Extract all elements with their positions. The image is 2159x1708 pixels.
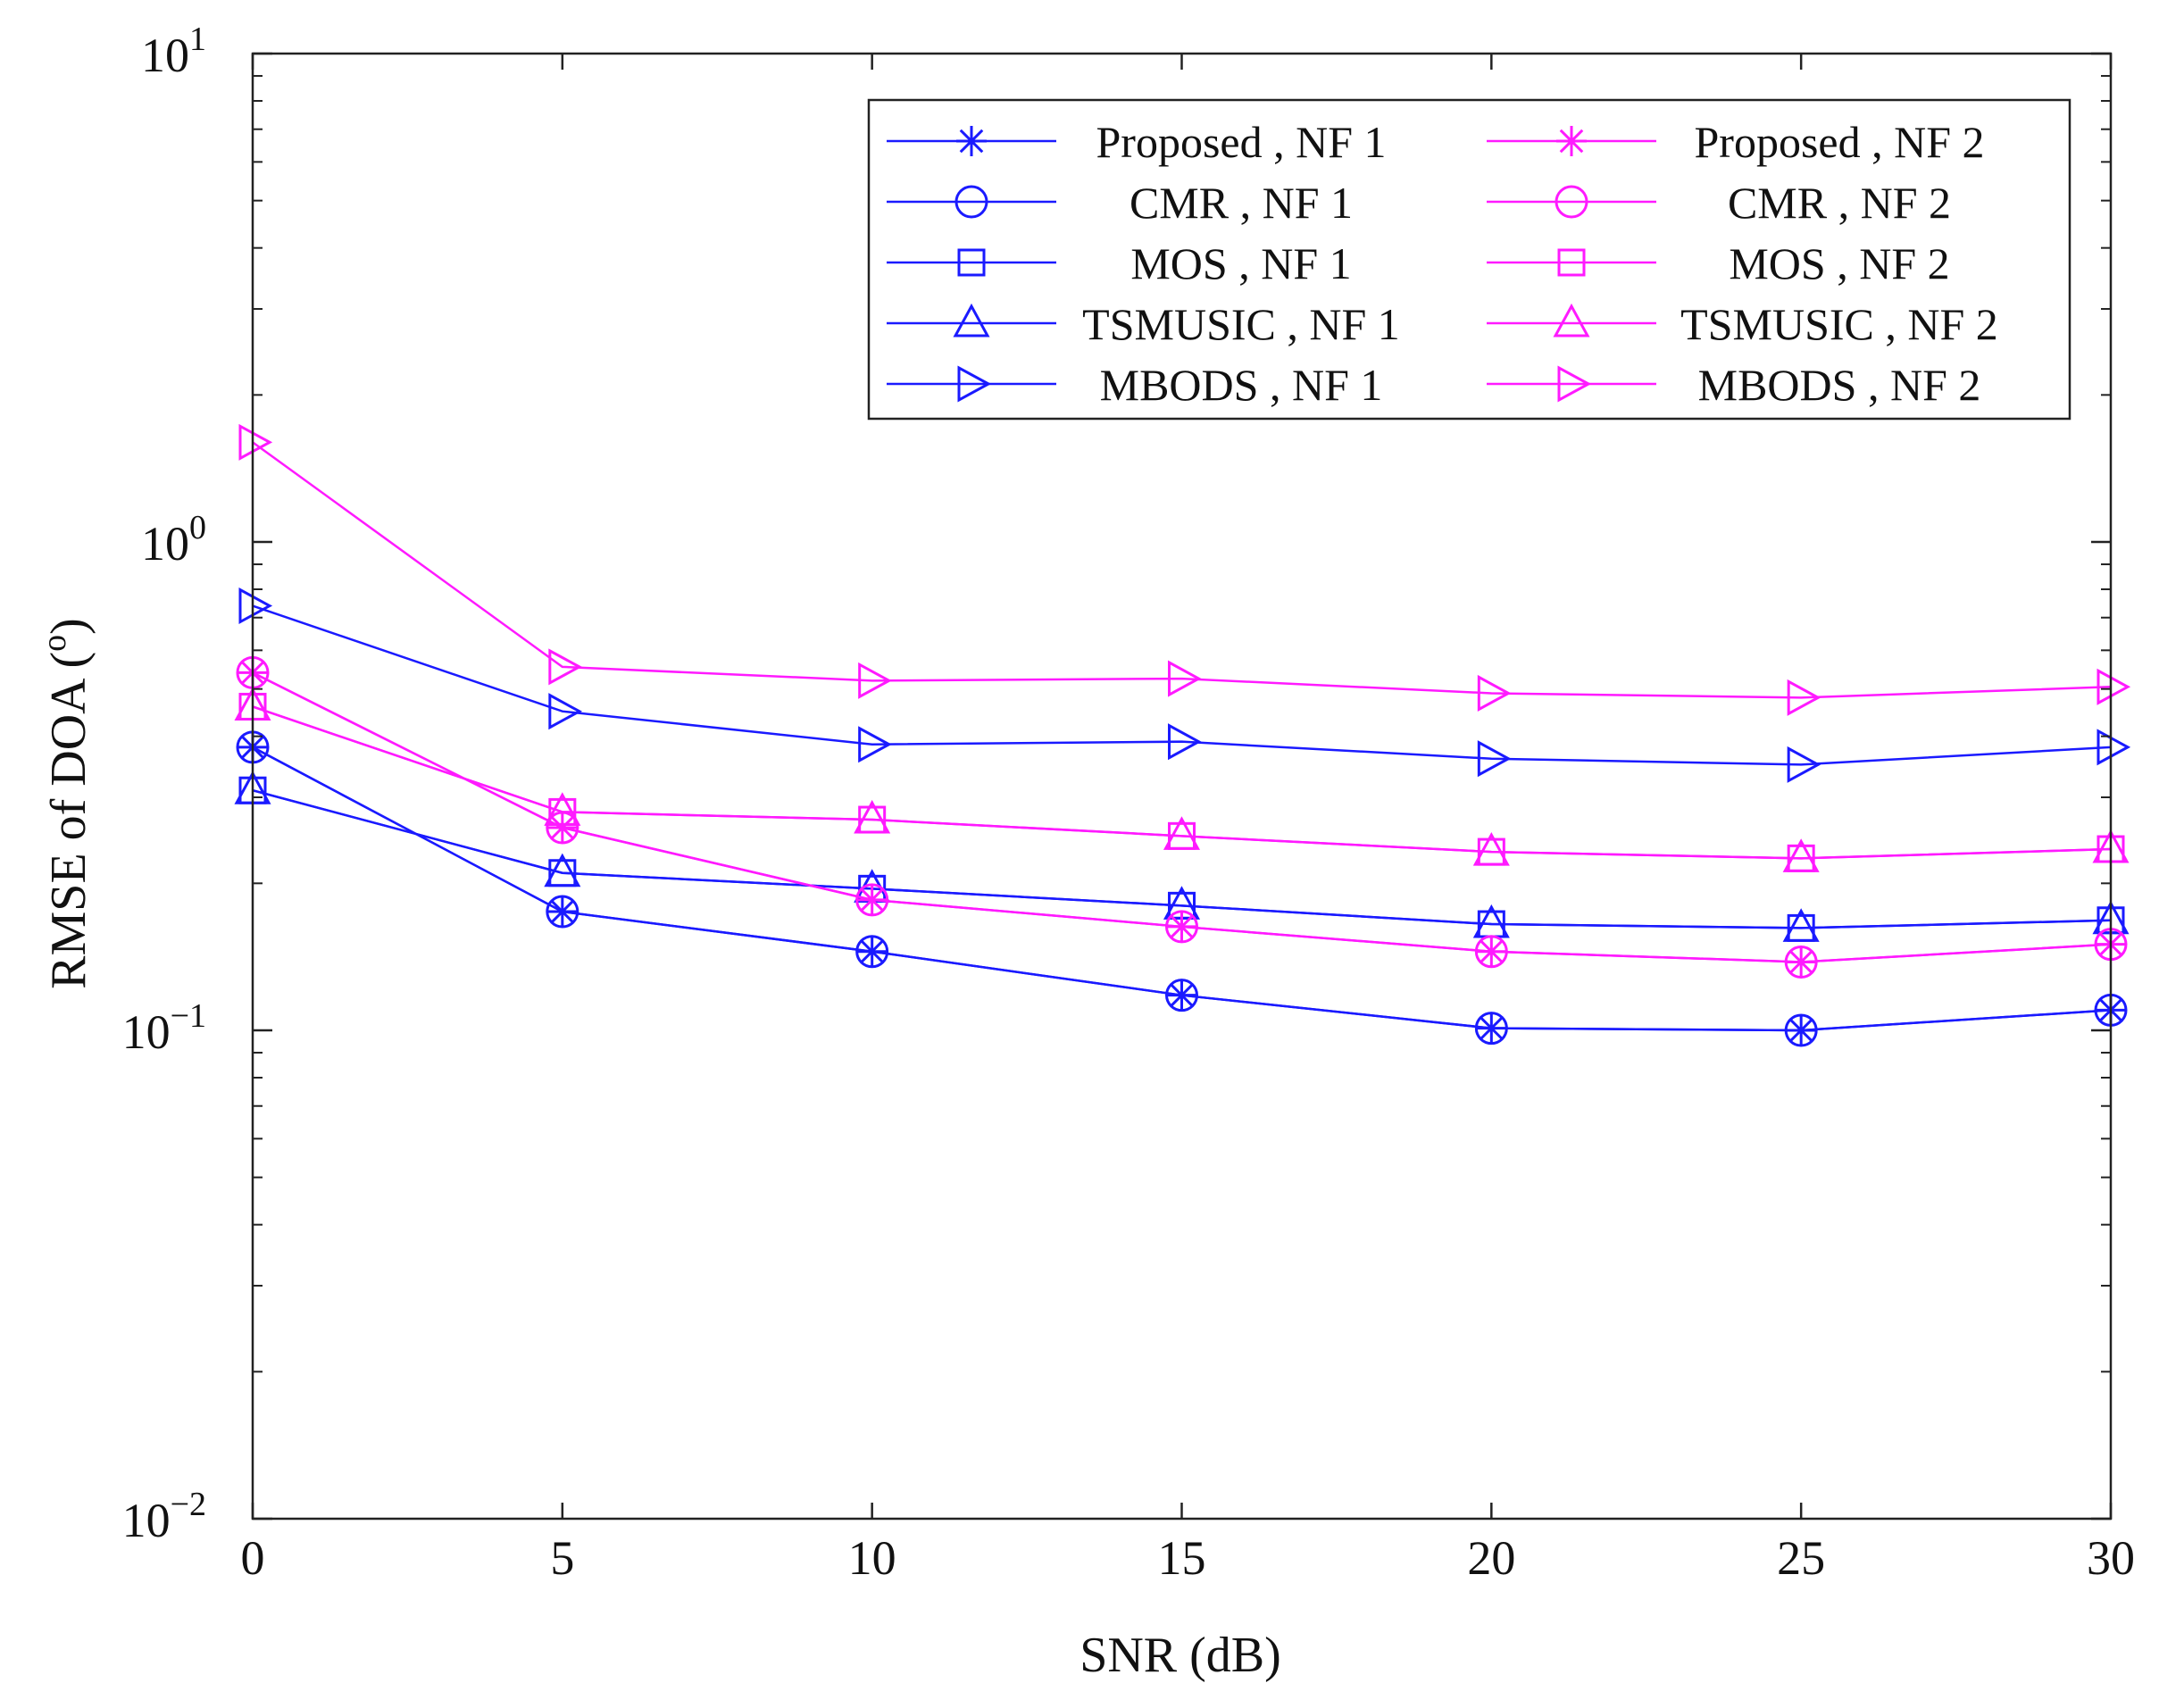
data-point <box>1784 1013 1818 1047</box>
data-point <box>854 799 891 834</box>
data-point <box>1787 679 1821 716</box>
legend-marker <box>957 248 986 277</box>
data-point <box>1474 1012 1508 1046</box>
legend-entry: Proposed , NF 2 <box>1487 117 1985 167</box>
y-tick-label: 100 <box>141 509 206 571</box>
data-point <box>1472 831 1510 866</box>
legend-entry: Proposed , NF 1 <box>887 117 1387 167</box>
data-point <box>2096 729 2131 766</box>
data-point <box>1165 979 1198 1012</box>
legend-entry: MOS , NF 2 <box>1487 238 1950 288</box>
series-5 <box>238 587 2131 783</box>
data-point <box>858 662 892 699</box>
legend-label: Proposed , NF 2 <box>1694 117 1984 167</box>
legend-entry: CMR , NF 2 <box>1487 178 1951 228</box>
data-point <box>1168 723 1202 761</box>
legend-label: Proposed , NF 1 <box>1096 117 1386 167</box>
legend-marker <box>1553 303 1590 337</box>
series-line <box>252 789 2112 929</box>
data-point <box>544 853 581 887</box>
data-point <box>855 935 889 969</box>
legend-marker <box>1556 126 1587 156</box>
legend-label: MOS , NF 2 <box>1729 238 1949 288</box>
legend-marker <box>953 303 990 337</box>
legend-box <box>867 98 2071 421</box>
legend-label: MBODS , NF 1 <box>1100 360 1383 410</box>
x-axis-label: SNR (dB) <box>1080 1628 1281 1683</box>
y-axis-label-end: ) <box>41 618 96 635</box>
data-point <box>858 726 892 763</box>
x-tick-label: 30 <box>2087 1531 2135 1585</box>
legend-label: TSMUSIC , NF 2 <box>1680 299 1998 349</box>
data-point <box>2096 668 2131 705</box>
data-point <box>544 792 581 826</box>
plot-area <box>234 423 2131 1047</box>
legend-label: CMR , NF 2 <box>1728 178 1951 228</box>
data-point <box>238 587 273 625</box>
legend-label: MOS , NF 1 <box>1130 238 1351 288</box>
series-9 <box>234 687 2130 872</box>
legend-label: CMR , NF 1 <box>1130 178 1353 228</box>
legend-entry: MOS , NF 1 <box>887 238 1352 288</box>
legend-entry: TSMUSIC , NF 1 <box>887 299 1400 349</box>
x-tick-label: 15 <box>1158 1531 1206 1585</box>
y-axis-label: RMSE of DOA (o) <box>36 618 96 989</box>
series-10 <box>238 423 2131 716</box>
x-tick-label: 5 <box>550 1531 574 1585</box>
data-point <box>1477 740 1512 778</box>
legend-marker <box>957 365 992 403</box>
legend-marker <box>1557 365 1592 403</box>
data-point <box>1168 660 1202 697</box>
series-line <box>252 604 2112 766</box>
y-axis-label-main: RMSE of DOA ( <box>41 652 96 989</box>
series-line <box>252 671 2112 963</box>
axes: 0 5 10 15 20 25 30 10−2 10−1 100 101 <box>122 21 2135 1585</box>
legend-entry: MBODS , NF 1 <box>887 360 1382 410</box>
series-line <box>252 441 2112 699</box>
x-tick-label: 0 <box>241 1531 265 1585</box>
data-point <box>548 693 582 730</box>
data-point <box>1784 945 1818 979</box>
y-tick-label: 10−1 <box>122 997 206 1059</box>
x-tick-label: 10 <box>848 1531 896 1585</box>
legend: Proposed , NF 1 CMR , NF 1 MOS , NF 1 TSMUS… <box>867 98 2071 421</box>
legend-entry: MBODS , NF 2 <box>1487 360 1980 410</box>
data-point <box>855 883 889 917</box>
data-point <box>1787 746 1821 783</box>
legend-label: MBODS , NF 2 <box>1698 360 1981 410</box>
legend-entry: TSMUSIC , NF 2 <box>1487 299 1998 349</box>
data-point <box>1477 674 1512 712</box>
y-tick-label: 101 <box>141 21 206 82</box>
series-line <box>252 705 2112 860</box>
data-point <box>238 423 273 461</box>
legend-marker <box>1557 248 1586 277</box>
legend-marker <box>954 185 988 219</box>
y-axis-label-superscript: o <box>36 635 73 652</box>
x-tick-label: 20 <box>1467 1531 1515 1585</box>
data-point <box>1474 935 1508 969</box>
data-point <box>548 648 582 686</box>
data-point <box>1782 908 1820 942</box>
data-point <box>546 895 579 929</box>
data-point <box>1163 816 1201 850</box>
data-point <box>1782 838 1820 872</box>
axis-labels: SNR (dB) RMSE of DOA (o) <box>36 618 1281 1683</box>
y-tick-label: 10−2 <box>122 1486 206 1547</box>
legend-marker <box>1555 185 1588 219</box>
data-point <box>1165 910 1198 944</box>
series-8 <box>238 692 2125 872</box>
x-tick-label: 25 <box>1777 1531 1825 1585</box>
legend-marker <box>956 126 987 156</box>
legend-label: TSMUSIC , NF 1 <box>1082 299 1400 349</box>
series-line <box>252 746 2112 1032</box>
legend-entry: CMR , NF 1 <box>887 178 1353 228</box>
